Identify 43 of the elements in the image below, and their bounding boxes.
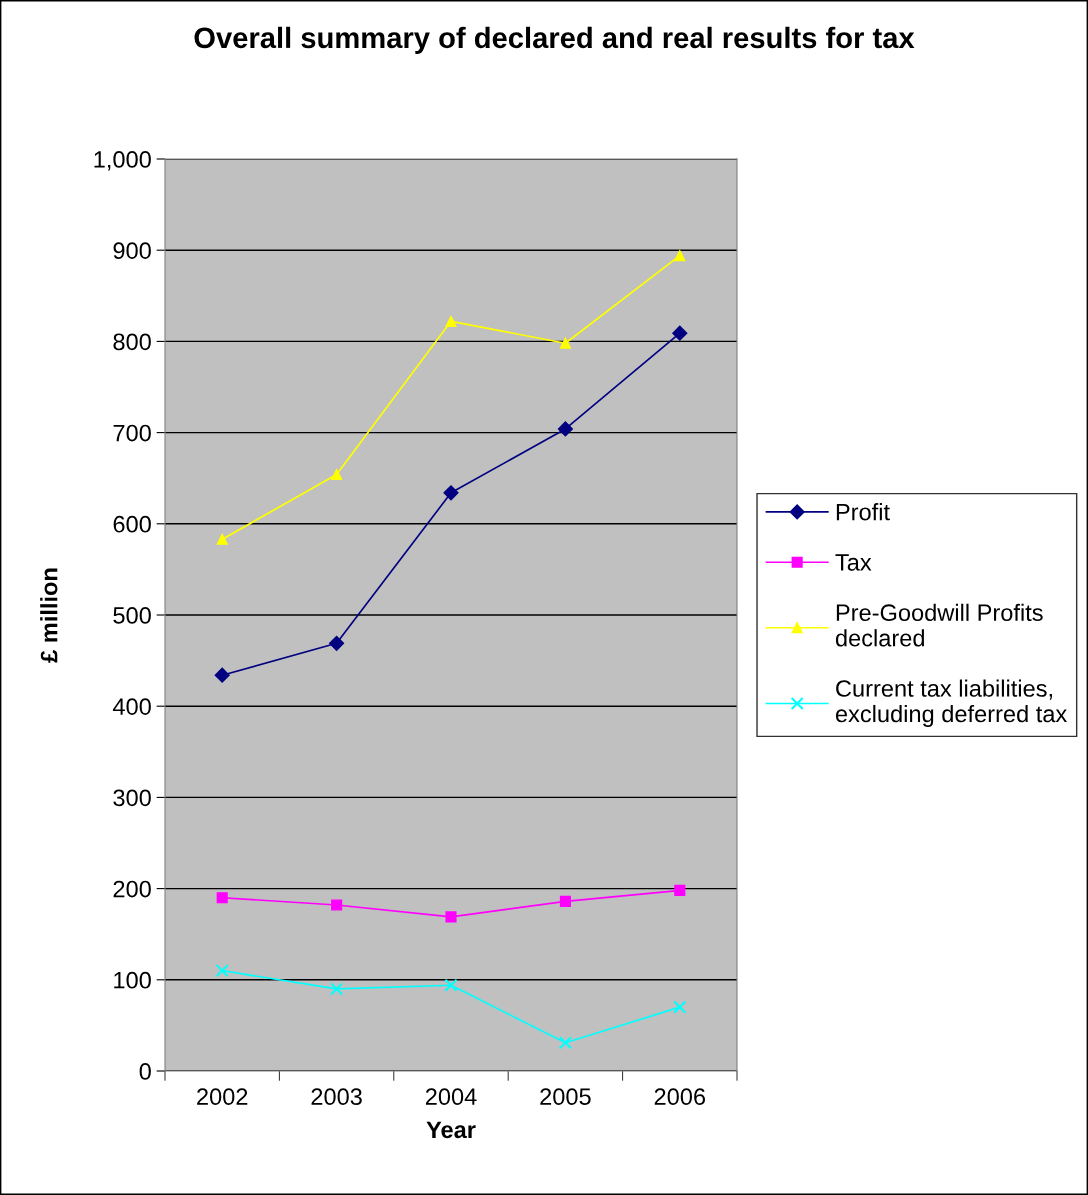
y-tick-label: 500 bbox=[113, 607, 151, 624]
point bbox=[216, 892, 228, 904]
legend-label: Tax bbox=[835, 554, 872, 571]
y-tick-label: 200 bbox=[113, 880, 151, 898]
point bbox=[331, 468, 343, 481]
legend-label: Current tax liabilities, excluding deferred tax bbox=[835, 679, 1067, 727]
y-tick-label: 100 bbox=[114, 971, 151, 989]
x-tick-label: 2005 bbox=[540, 1088, 591, 1106]
legend-label: Profit bbox=[836, 503, 890, 521]
point bbox=[557, 421, 573, 437]
point bbox=[443, 485, 459, 501]
y-tick-label: 800 bbox=[113, 333, 151, 351]
y-tick-label: 300 bbox=[113, 789, 151, 807]
point bbox=[559, 895, 571, 907]
point bbox=[445, 911, 457, 923]
point bbox=[215, 964, 229, 978]
point bbox=[674, 250, 686, 262]
point bbox=[331, 899, 343, 911]
point bbox=[214, 667, 230, 683]
point bbox=[673, 1000, 687, 1014]
y-tick-label: 0 bbox=[139, 1063, 151, 1080]
y-tick-label: 900 bbox=[113, 242, 151, 259]
y-tick-label: 600 bbox=[113, 515, 151, 533]
x-tick-label: 2003 bbox=[311, 1088, 362, 1106]
point bbox=[216, 533, 228, 545]
legend-label: Pre-Goodwill Profits declared bbox=[835, 603, 1043, 647]
chart-title: Overall summary of declared and real results for tax bbox=[194, 26, 915, 54]
y-tick-label: 700 bbox=[113, 424, 151, 442]
point bbox=[445, 315, 457, 327]
x-tick-label: 2006 bbox=[654, 1088, 706, 1106]
y-tick-label: 400 bbox=[112, 698, 151, 715]
y-axis-title: £ million bbox=[40, 568, 58, 663]
point bbox=[672, 325, 688, 341]
point bbox=[559, 337, 571, 349]
point bbox=[674, 884, 686, 896]
x-axis-title: Year bbox=[426, 1121, 476, 1139]
point bbox=[330, 982, 344, 996]
point bbox=[444, 978, 458, 992]
point bbox=[329, 635, 345, 651]
x-tick-label: 2004 bbox=[425, 1088, 477, 1106]
y-tick-label: 1,000 bbox=[94, 151, 151, 171]
point bbox=[558, 1036, 572, 1050]
x-tick-label: 2002 bbox=[197, 1088, 248, 1106]
